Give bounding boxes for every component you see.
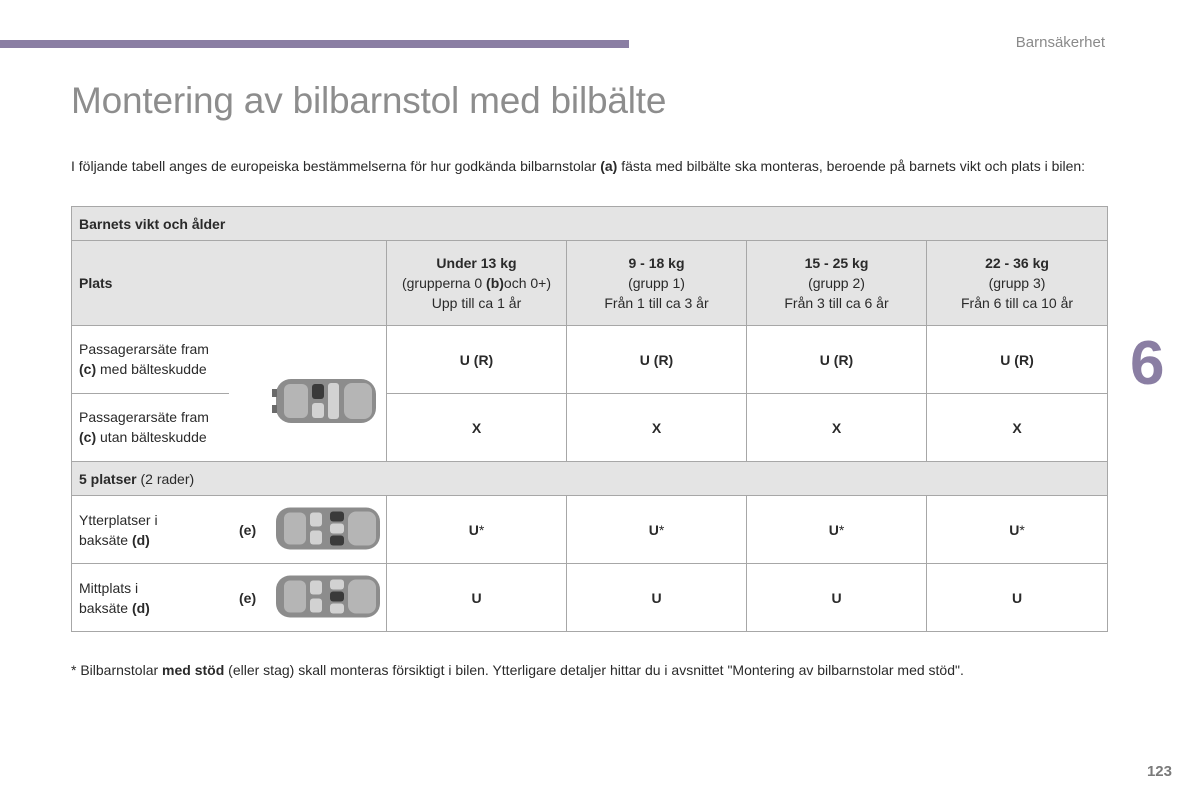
col-age: Upp till ca 1 år xyxy=(431,295,522,311)
column-header-row: Plats Under 13 kg (grupperna 0 (b)och 0+… xyxy=(71,240,1109,326)
col-age: Från 3 till ca 6 år xyxy=(784,295,889,311)
table-row: Ytterplatser i baksäte (d) (e) U* U* U* xyxy=(71,495,1109,564)
col-group: (grupp 2) xyxy=(808,275,865,291)
child-seat-table: Barnets vikt och ålder Plats Under 13 kg… xyxy=(70,206,1109,632)
table-cell: U (R) xyxy=(386,325,567,394)
column-header: Under 13 kg (grupperna 0 (b)och 0+) Upp … xyxy=(386,240,567,326)
table-header-row: Barnets vikt och ålder xyxy=(70,206,1109,241)
car-rear-middle-seat-icon xyxy=(272,571,384,624)
col-group-text: (grupperna 0 xyxy=(401,275,487,291)
chapter-number: 6 xyxy=(1130,329,1165,398)
weight-age-header: Barnets vikt och ålder xyxy=(70,206,1109,241)
table-cell: U xyxy=(746,563,927,632)
col-age: Från 1 till ca 3 år xyxy=(604,295,709,311)
col-group: (grupp 1) xyxy=(628,275,685,291)
position-label: Passagerarsäte fram (c) utan bälteskudde xyxy=(79,409,209,445)
page-number: 123 xyxy=(1146,763,1172,780)
table-cell: U* xyxy=(925,495,1109,564)
col-group: (grupperna 0 (b)och 0+) xyxy=(402,275,551,291)
table-cell: U (R) xyxy=(925,325,1109,394)
rear-outer-cell: Ytterplatser i baksäte (d) (e) xyxy=(71,495,387,564)
column-header: 9 - 18 kg (grupp 1) Från 1 till ca 3 år xyxy=(566,240,747,326)
plats-header: Plats xyxy=(71,240,387,326)
column-header: 22 - 36 kg (grupp 3) Från 6 till ca 10 å… xyxy=(925,240,1109,326)
table-cell: X xyxy=(925,393,1109,462)
intro-paragraph: I följande tabell anges de europeiska be… xyxy=(71,156,1111,176)
table-cell: U (R) xyxy=(746,325,927,394)
position-label: Ytterplatser i baksäte (d) xyxy=(79,511,158,548)
car-front-seat-icon xyxy=(272,375,380,430)
column-header: 15 - 25 kg (grupp 2) Från 3 till ca 6 år xyxy=(746,240,927,326)
table-cell: U xyxy=(566,563,747,632)
table-cell: X xyxy=(566,393,747,462)
position-label: Passagerarsäte fram (c) med bälteskudde xyxy=(79,341,209,377)
col-group-ref: (b) xyxy=(486,275,504,291)
table-cell: X xyxy=(746,393,927,462)
table-cell: U xyxy=(925,563,1109,632)
rear-middle-cell: Mittplats i baksäte (d) (e) xyxy=(71,563,387,632)
group-row: 5 platser (2 rader) xyxy=(70,461,1109,496)
table-row: Mittplats i baksäte (d) (e) U U U U xyxy=(71,563,1109,632)
table-cell: U* xyxy=(386,495,567,564)
car-rear-outer-seats-icon xyxy=(272,503,384,556)
col-age: Från 6 till ca 10 år xyxy=(960,295,1074,311)
intro-ref: (a) xyxy=(600,158,618,174)
position-label: Mittplats i baksäte (d) xyxy=(79,579,150,616)
col-group-text-end: och 0+) xyxy=(503,275,552,291)
table-cell: X xyxy=(386,393,567,462)
section-label: Barnsäkerhet xyxy=(1015,34,1105,51)
table-row: Passagerarsäte fram (c) med bälteskudde … xyxy=(71,325,1109,462)
intro-text: I följande tabell anges de europeiska be… xyxy=(71,158,601,174)
front-passenger-cell: Passagerarsäte fram (c) med bälteskudde … xyxy=(71,325,387,462)
inner-divider xyxy=(72,393,229,394)
col-weight: Under 13 kg xyxy=(436,255,517,271)
top-accent-bar xyxy=(0,40,629,48)
table-row: X X X X xyxy=(72,393,1109,462)
table-cell: U* xyxy=(566,495,747,564)
note-ref: (e) xyxy=(239,521,257,538)
footnote: * Bilbarnstolar med stöd (eller stag) sk… xyxy=(71,662,964,678)
table-cell: U xyxy=(386,563,567,632)
five-seats-label: 5 platser (2 rader) xyxy=(70,461,1109,496)
page-title: Montering av bilbarnstol med bilbälte xyxy=(71,80,667,121)
col-group: (grupp 3) xyxy=(988,275,1046,291)
intro-text-end: fästa med bilbälte ska monteras, beroend… xyxy=(617,158,1086,174)
note-ref: (e) xyxy=(239,589,257,606)
table-cell: U (R) xyxy=(566,325,747,394)
col-weight: 22 - 36 kg xyxy=(985,255,1049,271)
col-weight: 9 - 18 kg xyxy=(628,255,685,271)
table-cell: U* xyxy=(746,495,927,564)
plats-label: Plats xyxy=(79,275,113,291)
col-weight: 15 - 25 kg xyxy=(804,255,869,271)
